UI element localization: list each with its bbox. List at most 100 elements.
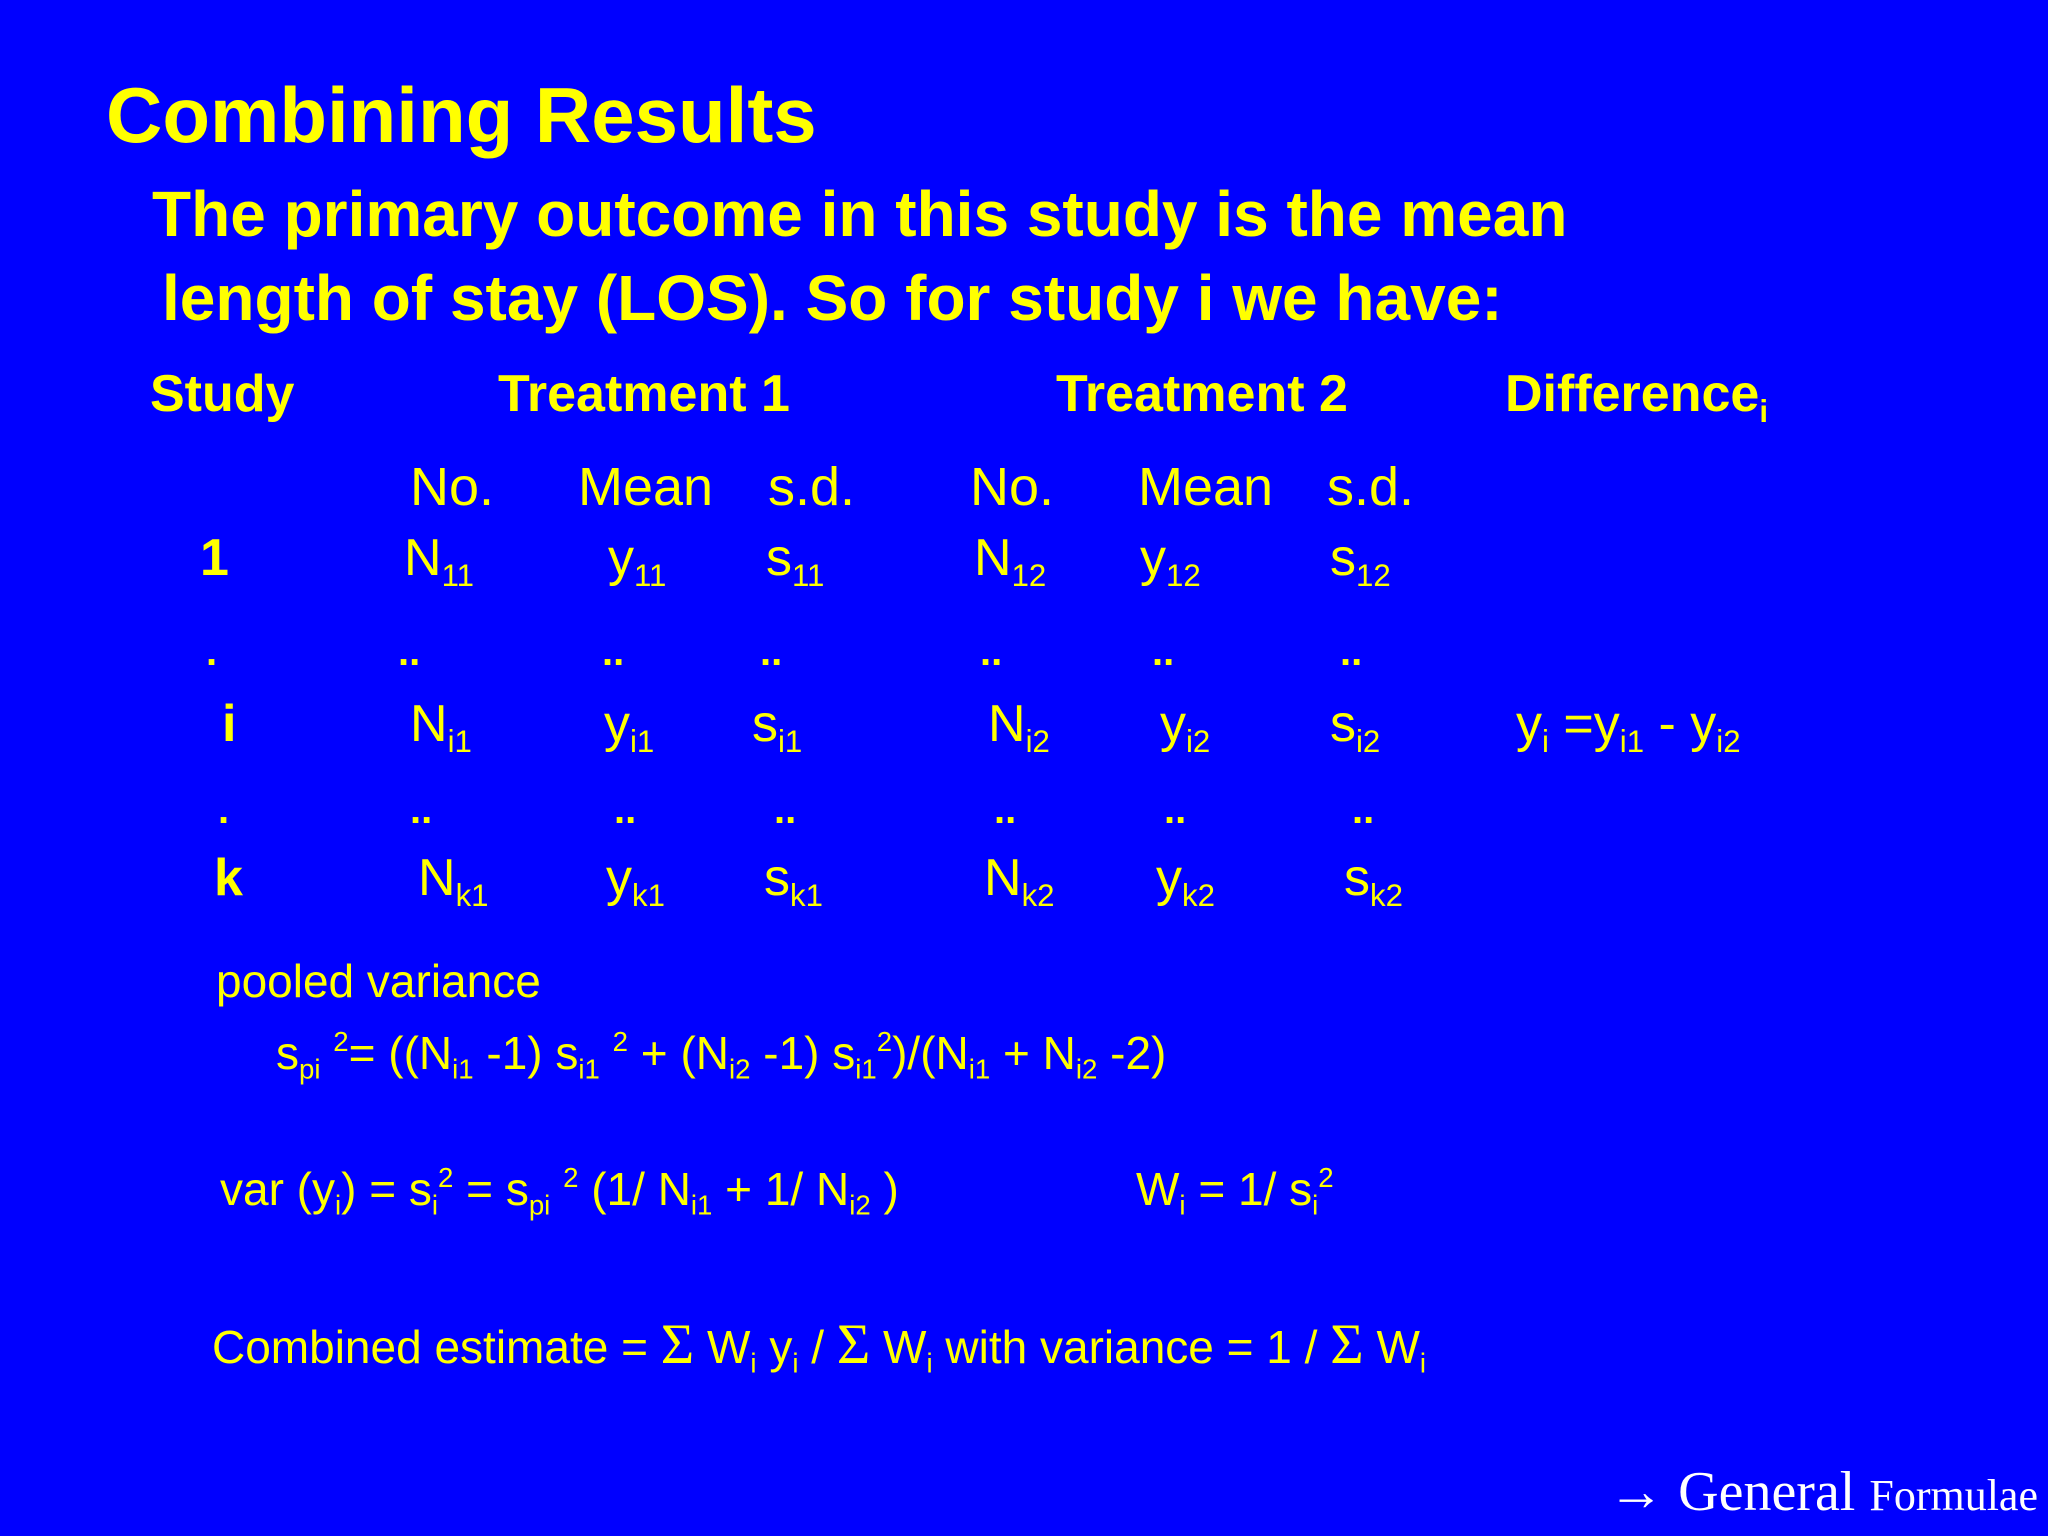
table-cell: s11 [766, 532, 824, 591]
formula-superscript: 2 [333, 1026, 349, 1058]
arrow-right-icon: → [1608, 1461, 1665, 1523]
cell-symbol: N [984, 849, 1022, 907]
formula-text: -1) s [750, 1027, 856, 1079]
formula-subscript: i [1419, 1347, 1427, 1379]
cell-symbol: s [1344, 849, 1370, 907]
link-word-general: General [1678, 1461, 1856, 1523]
cell-subscript: i1 [630, 723, 655, 759]
table-cell: y11 [608, 532, 666, 591]
formula-text: W [870, 1321, 927, 1373]
link-word-formulae: Formulae [1869, 1471, 2038, 1520]
formula-subscript: i [926, 1347, 933, 1379]
subheader-4: Mean [1138, 457, 1274, 517]
ellipsis-cell: .. [410, 788, 433, 832]
table-cell: Nk1 [418, 849, 489, 911]
table-cell: si1 [752, 695, 802, 757]
formula-text [320, 1027, 333, 1079]
row-label: 1 [200, 529, 229, 587]
formula-text [600, 1027, 613, 1079]
cell-subscript: i2 [1186, 723, 1211, 759]
table-cell: si2 [1330, 698, 1380, 757]
formula-text: + N [990, 1027, 1076, 1079]
subheader-3: No. [970, 457, 1055, 517]
formula-subscript: i [792, 1347, 799, 1379]
cell-subscript: k2 [1182, 877, 1215, 913]
ellipsis-cell: .. [1352, 788, 1375, 832]
general-formulae-link[interactable]: → General Formulae [1608, 1464, 2038, 1520]
formula-superscript: 2 [612, 1026, 629, 1058]
formula-text: + 1/ N [712, 1163, 850, 1215]
table-cell: yk2 [1156, 849, 1215, 911]
cell-subscript: k1 [632, 877, 665, 913]
variance-formula: var (yi) = si2 = spi 2 (1/ Ni1 + 1/ Ni2 … [220, 1163, 899, 1219]
formula-subscript: i1 [855, 1053, 877, 1085]
formula-subscript: i2 [728, 1053, 751, 1085]
sigma-symbol: Σ [660, 1313, 695, 1376]
formula-superscript: 2 [876, 1026, 893, 1058]
formula-text: y [756, 1321, 793, 1373]
formula-text: + (N [628, 1027, 729, 1079]
formula-text: -2) [1097, 1027, 1167, 1079]
ellipsis-cell: .. [1340, 630, 1363, 674]
sigma-symbol: Σ [1330, 1313, 1364, 1376]
table-cell: yi2 [1160, 695, 1210, 757]
formula-text: with variance = 1 / [932, 1321, 1331, 1373]
cell-subscript: k2 [1370, 877, 1403, 913]
cell-subscript: 12 [1356, 557, 1391, 593]
formula-subscript: i [335, 1189, 342, 1221]
ellipsis-cell: .. [760, 630, 783, 674]
formula-text: W [1136, 1163, 1180, 1215]
cell-subscript: 12 [1166, 557, 1201, 593]
cell-subscript: k1 [455, 877, 489, 913]
ellipsis-cell: .. [774, 788, 797, 832]
table-cell: sk1 [764, 849, 823, 911]
formula-text: -1) s [473, 1027, 579, 1079]
subheader-2: s.d. [768, 457, 856, 517]
subheader-0: No. [410, 457, 495, 517]
formula-text: s [276, 1027, 299, 1079]
formula-subscript: pi [299, 1053, 321, 1085]
table-cell: s12 [1330, 529, 1391, 591]
diff-b: y [1690, 695, 1717, 753]
cell-subscript: 11 [634, 557, 667, 593]
row-label: . [206, 630, 218, 674]
cell-symbol: s [752, 695, 778, 753]
cell-subscript: i1 [778, 723, 803, 759]
weight-formula: Wi = 1/ si2 [1136, 1163, 1334, 1219]
combined-estimate-formula: Combined estimate = Σ Wi yi / Σ Wi with … [212, 1313, 1426, 1377]
cell-symbol: s [764, 849, 790, 907]
cell-subscript: i1 [447, 723, 472, 759]
table-cell: sk2 [1344, 849, 1403, 911]
cell-symbol: y [604, 695, 630, 753]
diff-equals: = [1563, 695, 1594, 753]
diff-minus: - [1658, 695, 1676, 753]
header-treatment-2: Treatment 2 [1056, 365, 1348, 423]
ellipsis-cell: .. [1164, 788, 1187, 832]
formula-text: / [798, 1321, 837, 1373]
formula-text: )/(N [892, 1027, 969, 1079]
formula-text: ) [870, 1163, 899, 1215]
formula-text: ) = s [341, 1163, 432, 1215]
row-label: . [218, 788, 230, 832]
diff-a: y [1593, 695, 1620, 753]
formula-subscript: pi [528, 1189, 551, 1221]
cell-symbol: s [1330, 529, 1356, 587]
cell-symbol: N [418, 849, 456, 907]
cell-symbol: y [1160, 695, 1186, 753]
cell-subscript: 11 [441, 557, 474, 593]
formula-text: var (y [220, 1163, 335, 1215]
ellipsis-cell: .. [602, 630, 625, 674]
table-cell: N11 [404, 532, 474, 591]
cell-subscript: 11 [792, 557, 825, 593]
cell-symbol: y [1156, 849, 1182, 907]
diff-lhs-sub: i [1542, 723, 1549, 759]
slide-title: Combining Results [106, 71, 817, 159]
formula-subscript: i [1179, 1189, 1186, 1221]
cell-symbol: N [988, 695, 1026, 753]
formula-subscript: i2 [1075, 1053, 1098, 1085]
intro-line-2: length of stay (LOS). So for study i we … [162, 262, 1503, 334]
formula-text: = ((N [348, 1027, 453, 1079]
header-treatment-1: Treatment 1 [498, 365, 790, 423]
ellipsis-cell: .. [614, 788, 637, 832]
header-difference: Differencei [1505, 365, 1768, 429]
